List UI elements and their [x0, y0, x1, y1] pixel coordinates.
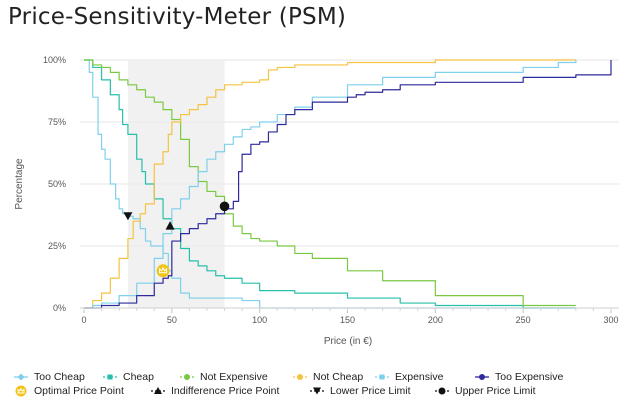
y-tick-label: 50%: [48, 179, 66, 189]
legend-item-indifference-price-point: Indifference Price Point: [151, 385, 279, 397]
series-line-not-expensive: [84, 59, 576, 307]
legend-marker: [17, 373, 25, 381]
axes: 0% 25% 50% 75% 100% 0 50 100 150 200 250 300: [43, 55, 619, 325]
crown-icon: [159, 266, 168, 274]
legend-item-expensive: Expensive: [375, 371, 444, 383]
legend-label: Cheap: [123, 371, 154, 383]
y-tick-label: 25%: [48, 241, 66, 251]
legend-marker: [15, 385, 27, 397]
x-axis-label: Price (in €): [324, 336, 372, 347]
legend-label: Not Cheap: [313, 371, 363, 383]
legend-item-lower-price-limit: Lower Price Limit: [310, 385, 411, 397]
y-axis-label: Percentage: [14, 158, 25, 210]
legend-label: Upper Price Limit: [455, 385, 536, 397]
legend-item-too-cheap: Too Cheap: [14, 371, 85, 383]
lower-price-limit-marker: [123, 212, 133, 221]
legend-marker: [438, 387, 446, 395]
legend-item-upper-price-limit: Upper Price Limit: [435, 385, 536, 397]
x-tick-label: 50: [167, 315, 177, 325]
y-tick-label: 100%: [43, 55, 66, 65]
x-tick-label: 100: [252, 315, 267, 325]
legend-item-not-expensive: Not Expensive: [180, 371, 268, 383]
x-tick-label: 150: [340, 315, 355, 325]
legend: Too Cheap Cheap Not Expensive Not Cheap Expe…: [14, 371, 563, 397]
series-lines: [84, 59, 612, 309]
acceptable-range-rect: [127, 60, 225, 308]
legend-label: Expensive: [395, 371, 444, 383]
legend-label: Too Cheap: [34, 371, 85, 383]
series-line-not-cheap: [84, 59, 576, 309]
x-tick-label: 0: [81, 315, 86, 325]
indifference-price-point-marker: [165, 221, 175, 230]
y-tick-label: 75%: [48, 117, 66, 127]
chart-title: Price-Sensitivity-Meter (PSM): [8, 4, 347, 30]
x-tick-label: 200: [428, 315, 443, 325]
x-tick-label: 250: [516, 315, 531, 325]
legend-label: Indifference Price Point: [171, 385, 279, 397]
upper-price-limit-marker: [219, 201, 230, 212]
series-line-too-cheap: [84, 59, 576, 309]
legend-label: Not Expensive: [200, 371, 268, 383]
legend-marker: [297, 374, 303, 380]
x-tick-label: 300: [603, 315, 618, 325]
optimal-price-point-marker: [156, 264, 170, 278]
series-line-too-expensive: [84, 60, 612, 309]
legend-item-not-cheap: Not Cheap: [293, 371, 363, 383]
y-tick-label: 0%: [53, 303, 66, 313]
legend-marker: [313, 387, 321, 395]
legend-marker: [184, 374, 190, 380]
legend-label: Lower Price Limit: [330, 385, 411, 397]
legend-label: Optimal Price Point: [34, 385, 124, 397]
legend-marker: [479, 374, 485, 380]
annotation-markers: [123, 201, 230, 278]
legend-item-optimal-price-point: Optimal Price Point: [15, 385, 124, 397]
legend-item-cheap: Cheap: [103, 371, 154, 383]
legend-marker: [154, 387, 162, 394]
legend-label: Too Expensive: [495, 371, 563, 383]
acceptable-range-band: [127, 60, 225, 308]
legend-marker: [107, 374, 113, 380]
crown-icon: [17, 387, 25, 394]
series-line-expensive: [84, 60, 577, 309]
legend-marker: [379, 374, 385, 380]
legend-item-too-expensive: Too Expensive: [475, 371, 563, 383]
